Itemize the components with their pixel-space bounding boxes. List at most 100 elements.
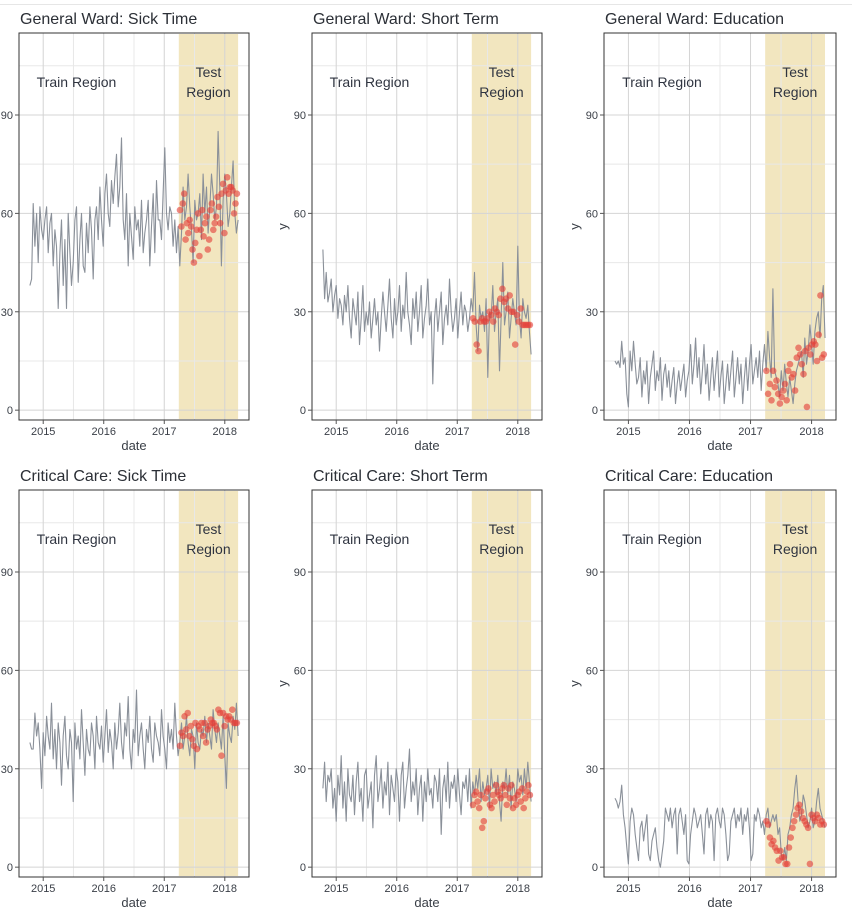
panel-1 xyxy=(15,32,250,424)
prediction-point xyxy=(813,357,821,365)
x-tick-label: 2018 xyxy=(213,883,237,895)
prediction-point xyxy=(473,341,481,348)
prediction-point xyxy=(221,229,228,237)
prediction-point xyxy=(506,795,514,802)
x-tick-label: 2017 xyxy=(445,883,469,895)
y-tick-label: 90 xyxy=(586,110,598,122)
panel-3 xyxy=(600,32,837,424)
top-border xyxy=(0,0,852,5)
panel-border xyxy=(18,489,250,878)
prediction-point xyxy=(781,380,789,388)
panel-6 xyxy=(600,489,837,881)
prediction-point xyxy=(229,706,236,713)
prediction-point xyxy=(477,791,485,799)
x-tick-label: 2017 xyxy=(152,883,176,895)
y-axis-label: y xyxy=(567,680,582,687)
train-region-label: Train Region xyxy=(37,531,117,547)
y-axis-label: y xyxy=(275,223,290,230)
prediction-point xyxy=(205,236,213,243)
prediction-point xyxy=(190,259,198,266)
prediction-point xyxy=(817,292,824,299)
prediction-point xyxy=(770,837,777,845)
x-tick-label: 2015 xyxy=(616,426,640,438)
test-region-label: Region xyxy=(479,541,523,557)
train-region-label: Train Region xyxy=(622,74,702,90)
prediction-point xyxy=(202,739,210,746)
prediction-point xyxy=(196,726,204,733)
y-tick-label: 30 xyxy=(1,307,13,319)
x-tick-label: 2016 xyxy=(384,426,408,438)
prediction-point xyxy=(800,370,807,378)
prediction-point xyxy=(499,285,506,293)
test-region-band xyxy=(471,34,532,419)
x-axis-label: date xyxy=(121,895,146,910)
prediction-point xyxy=(207,206,214,214)
x-axis-label: date xyxy=(414,895,439,910)
prediction-point xyxy=(469,801,477,809)
test-region-label: Region xyxy=(773,541,817,557)
prediction-point xyxy=(200,233,207,240)
x-tick-label: 2018 xyxy=(506,426,530,438)
prediction-point xyxy=(778,393,785,401)
prediction-point xyxy=(796,351,804,358)
observed-series-line xyxy=(29,130,239,310)
x-tick-label: 2016 xyxy=(677,883,701,895)
panel-border xyxy=(311,489,543,878)
prediction-point xyxy=(764,390,772,398)
x-tick-label: 2015 xyxy=(324,883,348,895)
x-tick-label: 2018 xyxy=(506,883,530,895)
prediction-point xyxy=(512,801,520,809)
test-region-band xyxy=(765,34,826,419)
test-region-label: Region xyxy=(186,84,230,100)
prediction-point xyxy=(776,400,784,407)
prediction-point xyxy=(475,347,482,355)
prediction-point xyxy=(232,200,239,207)
x-tick-label: 2015 xyxy=(616,883,640,895)
prediction-point xyxy=(787,834,794,841)
prediction-point xyxy=(798,360,806,368)
prediction-point xyxy=(783,397,790,404)
prediction-point xyxy=(489,318,497,325)
prediction-point xyxy=(233,190,241,197)
panel-title: Critical Care: Education xyxy=(605,468,773,485)
prediction-point xyxy=(806,860,814,868)
prediction-point xyxy=(189,736,196,743)
prediction-point xyxy=(187,223,195,230)
prediction-point xyxy=(522,795,529,802)
prediction-point xyxy=(795,344,802,352)
y-tick-label: 60 xyxy=(586,208,598,220)
prediction-point xyxy=(511,341,519,348)
y-tick-label: 0 xyxy=(300,405,306,417)
x-tick-label: 2018 xyxy=(799,883,823,895)
y-tick-label: 0 xyxy=(592,405,598,417)
prediction-point xyxy=(786,360,794,368)
prediction-point xyxy=(789,824,796,832)
prediction-point xyxy=(517,305,524,312)
y-tick-label: 60 xyxy=(1,665,13,677)
prediction-point xyxy=(488,804,495,812)
prediction-point xyxy=(769,367,777,375)
prediction-point xyxy=(472,788,480,795)
x-axis-label: date xyxy=(414,438,439,453)
test-region-label: Test xyxy=(489,64,515,80)
y-tick-label: 30 xyxy=(1,764,13,776)
prediction-point xyxy=(184,709,191,717)
panel-2 xyxy=(308,32,543,424)
prediction-point xyxy=(216,219,224,227)
prediction-point xyxy=(785,367,792,375)
prediction-point xyxy=(185,229,192,237)
prediction-point xyxy=(211,219,218,227)
y-axis-label: y xyxy=(567,223,582,230)
prediction-point xyxy=(482,795,489,802)
prediction-point xyxy=(500,781,508,789)
prediction-point xyxy=(199,732,207,740)
prediction-point xyxy=(796,801,803,809)
x-tick-label: 2018 xyxy=(799,426,823,438)
panel-title: General Ward: Education xyxy=(605,11,784,28)
prediction-point xyxy=(803,403,811,411)
prediction-point xyxy=(768,397,775,404)
prediction-point xyxy=(192,239,199,247)
prediction-point xyxy=(797,808,805,815)
panel-4 xyxy=(15,489,250,881)
